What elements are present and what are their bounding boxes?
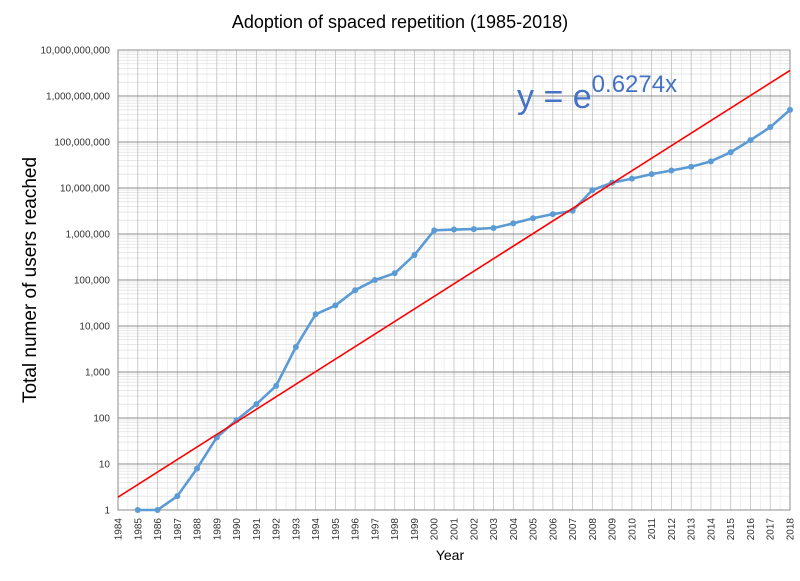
users-data-point	[431, 227, 438, 234]
users-data-point	[134, 507, 141, 513]
users-data-point	[747, 137, 754, 144]
x-tick-label: 1993	[291, 518, 302, 541]
chart-title: Adoption of spaced repetition (1985-2018…	[232, 12, 568, 32]
users-data-point	[253, 401, 260, 408]
x-tick-label: 1996	[351, 518, 362, 541]
x-tick-label: 2011	[647, 518, 658, 540]
users-data-point	[688, 163, 695, 170]
x-tick-label: 1984	[114, 518, 125, 541]
fit-line	[117, 69, 791, 498]
x-tick-label: 2015	[726, 518, 737, 541]
y-tick-label: 100	[93, 414, 110, 425]
users-data-point	[332, 302, 339, 309]
x-tick-label: 1989	[212, 518, 223, 541]
x-tick-label: 2016	[746, 518, 757, 541]
x-axis-ticks: 1984 1985 1986 1987 1988 1989 1990 1991 1992 1993…	[114, 518, 797, 541]
y-axis-ticks: 1 10 100 1,000 10,000 100,000 1,000,000 10,000,…	[40, 46, 110, 517]
x-tick-label: 1999	[410, 518, 421, 541]
x-tick-label: 2017	[766, 518, 777, 541]
users-data-point	[273, 382, 280, 389]
x-tick-label: 2018	[786, 518, 797, 541]
users-data-point	[490, 225, 497, 232]
x-tick-label: 2009	[608, 518, 619, 541]
users-data-point	[767, 124, 774, 131]
users-data-point	[411, 251, 418, 258]
users-data-point	[292, 343, 299, 350]
users-data-point	[787, 106, 793, 113]
x-tick-label: 1987	[173, 518, 184, 541]
series-layer	[117, 69, 793, 513]
x-tick-label: 2008	[588, 518, 599, 541]
users-data-point	[648, 171, 655, 178]
x-tick-label: 1995	[331, 518, 342, 541]
x-tick-label: 2006	[548, 518, 559, 541]
users-data-point	[549, 211, 556, 218]
x-tick-label: 1985	[133, 518, 144, 541]
y-tick-label: 100,000,000	[54, 138, 110, 149]
y-tick-label: 10	[99, 460, 111, 471]
fit-equation: y = e0.6274x	[517, 71, 677, 116]
x-tick-label: 2000	[430, 518, 441, 541]
x-tick-label: 2004	[509, 518, 520, 541]
x-tick-label: 1998	[390, 518, 401, 541]
x-tick-label: 1997	[370, 518, 381, 541]
users-data-point	[154, 507, 161, 513]
x-tick-label: 2002	[469, 518, 480, 541]
y-tick-label: 1,000	[85, 368, 110, 379]
users-data-point	[174, 493, 181, 500]
y-tick-label: 1,000,000	[66, 230, 111, 241]
x-tick-label: 1986	[153, 518, 164, 541]
users-data-point	[589, 187, 596, 194]
x-tick-label: 2007	[568, 518, 579, 541]
x-tick-label: 1994	[311, 518, 322, 541]
y-tick-label: 100,000	[74, 276, 111, 287]
x-tick-label: 2013	[687, 518, 698, 541]
users-data-point	[391, 270, 398, 277]
x-tick-label: 2012	[667, 518, 678, 541]
x-tick-label: 2014	[706, 518, 717, 541]
y-tick-label: 10,000,000	[60, 184, 110, 195]
fit-equation-exponent: 0.6274x	[592, 71, 677, 98]
users-data-point	[707, 158, 714, 165]
x-axis-label: Year	[436, 547, 465, 563]
users-series-line	[137, 108, 791, 512]
x-tick-label: 1988	[193, 518, 204, 541]
x-tick-label: 2001	[450, 518, 461, 541]
users-data-point	[727, 149, 734, 156]
users-data-point	[530, 215, 537, 222]
y-tick-label: 10,000	[79, 322, 110, 333]
users-data-point	[510, 220, 517, 227]
x-tick-label: 2010	[627, 518, 638, 541]
y-axis-label: Total numer of users reached	[20, 157, 41, 403]
users-data-point	[628, 175, 635, 182]
users-data-point	[470, 226, 477, 233]
users-data-point	[352, 287, 359, 294]
y-tick-label: 1,000,000,000	[46, 92, 110, 103]
x-tick-label: 1990	[232, 518, 243, 541]
x-tick-label: 1991	[252, 518, 263, 541]
users-data-point	[194, 465, 201, 472]
fit-equation-base: y = e	[517, 78, 592, 116]
users-data-point	[668, 167, 675, 174]
x-tick-label: 2003	[489, 518, 500, 541]
x-tick-label: 2005	[529, 518, 540, 541]
users-data-point	[371, 277, 378, 283]
plot-border	[117, 49, 791, 511]
users-data-point	[451, 226, 457, 233]
users-data-point	[312, 311, 319, 318]
grid	[117, 49, 791, 511]
y-tick-label: 10,000,000,000	[40, 46, 110, 57]
y-tick-label: 1	[104, 506, 110, 517]
x-tick-label: 1992	[272, 518, 283, 541]
